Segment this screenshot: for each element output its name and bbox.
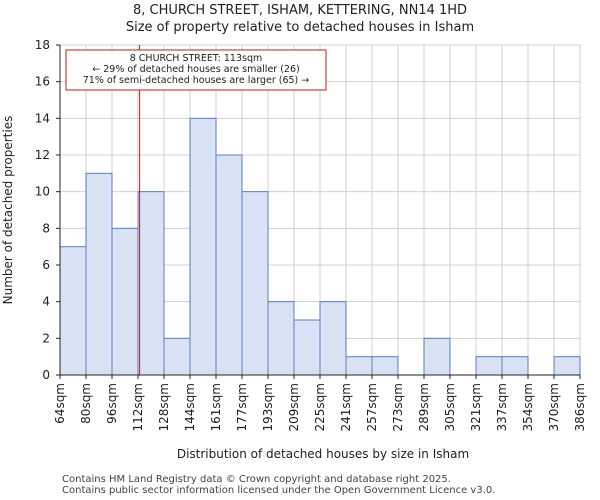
bar-257sqm <box>371 356 399 376</box>
x-tick-label: 273sqm <box>391 383 405 431</box>
y-tick-label: 16 <box>35 75 50 89</box>
x-axis: 64sqm 80sqm 96sqm 112sqm 128sqm 144sqm 161sqm 1… <box>53 374 587 431</box>
bar-96sqm <box>111 227 139 376</box>
bar-161sqm <box>215 154 243 376</box>
marker-group: 8 CHURCH STREET: 113sqm← 29% of detached… <box>65 45 327 375</box>
x-tick-label: 64sqm <box>53 383 67 424</box>
x-tick-label: 161sqm <box>209 383 223 431</box>
bar-128sqm <box>163 337 191 376</box>
bar-241sqm <box>345 356 373 376</box>
bar-289sqm <box>423 337 451 376</box>
y-axis: 0 2 4 6 8 10 12 14 16 18 <box>35 38 61 382</box>
y-tick-label: 18 <box>35 38 50 52</box>
x-tick-label: 193sqm <box>261 383 275 431</box>
x-tick-label: 80sqm <box>79 383 93 424</box>
x-tick-label: 354sqm <box>521 383 535 431</box>
y-tick-label: 8 <box>42 221 50 235</box>
annotation-line-3: 71% of semi-detached houses are larger (… <box>83 75 310 86</box>
bar-337sqm <box>501 356 529 376</box>
x-tick-label: 144sqm <box>183 383 197 431</box>
bar-177sqm <box>241 191 269 376</box>
x-axis-label: Distribution of detached houses by size … <box>177 447 469 461</box>
y-tick-label: 10 <box>35 185 50 199</box>
x-tick-label: 257sqm <box>365 383 379 431</box>
bars-group <box>59 117 581 376</box>
bar-209sqm <box>293 319 321 376</box>
x-tick-label: 225sqm <box>313 383 327 431</box>
y-axis-label: Number of detached properties <box>1 116 15 305</box>
annotation-line-2: ← 29% of detached houses are smaller (26… <box>92 64 299 75</box>
y-tick-label: 0 <box>42 368 50 382</box>
footer-line-1: Contains HM Land Registry data © Crown c… <box>62 474 451 485</box>
bar-225sqm <box>319 301 347 376</box>
y-tick-label: 14 <box>35 111 50 125</box>
y-tick-label: 12 <box>35 148 50 162</box>
x-tick-label: 370sqm <box>547 383 561 431</box>
x-tick-label: 289sqm <box>417 383 431 431</box>
annotation-box <box>65 49 327 91</box>
x-tick-label: 209sqm <box>287 383 301 431</box>
bar-193sqm <box>267 301 295 376</box>
x-tick-label: 337sqm <box>495 383 509 431</box>
footer-line-2: Contains public sector information licen… <box>62 485 496 496</box>
x-tick-label: 177sqm <box>235 383 249 431</box>
x-tick-label: 305sqm <box>443 383 457 431</box>
x-tick-label: 321sqm <box>469 383 483 431</box>
bar-80sqm <box>85 172 113 376</box>
bar-321sqm <box>475 356 503 376</box>
x-tick-label: 112sqm <box>131 383 145 431</box>
chart-title: 8, CHURCH STREET, ISHAM, KETTERING, NN14… <box>133 3 467 18</box>
y-tick-label: 6 <box>42 258 50 272</box>
chart-subtitle: Size of property relative to detached ho… <box>126 20 474 35</box>
bar-112sqm <box>137 191 165 376</box>
x-tick-label: 96sqm <box>105 383 119 424</box>
y-tick-label: 4 <box>42 295 50 309</box>
annotation-line-1: 8 CHURCH STREET: 113sqm <box>130 53 263 64</box>
bar-64sqm <box>59 246 87 376</box>
y-tick-label: 2 <box>42 331 50 345</box>
x-tick-label: 386sqm <box>573 383 587 431</box>
x-tick-label: 128sqm <box>157 383 171 431</box>
bar-370sqm <box>553 356 581 376</box>
x-tick-label: 241sqm <box>339 383 353 431</box>
bar-144sqm <box>189 117 217 376</box>
